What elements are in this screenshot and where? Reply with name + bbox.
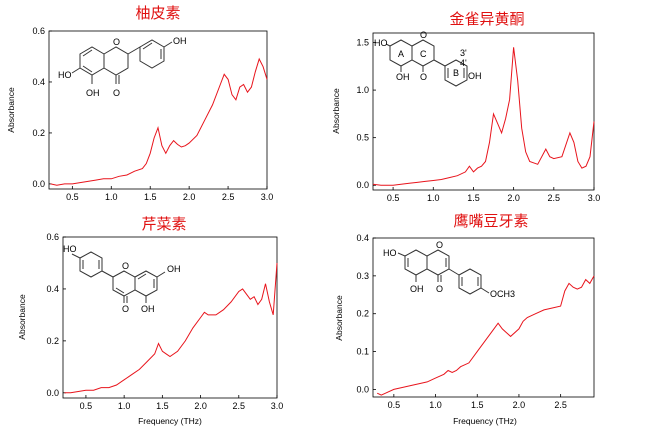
x-tick-label: 2.0 xyxy=(194,401,207,411)
mol-label-ring-b: B xyxy=(453,68,459,78)
x-tick-label: 0.5 xyxy=(66,192,79,202)
mol-label-och3: OCH3 xyxy=(490,289,515,299)
apigenin-structure-image xyxy=(71,251,166,303)
plot-frame xyxy=(372,32,595,191)
x-tick-label: 1.0 xyxy=(105,192,118,202)
plot-frame xyxy=(48,30,268,190)
y-tick-label: 0.2 xyxy=(32,128,45,138)
x-tick-label: 0.5 xyxy=(388,400,401,410)
panel-title-naringenin: 柚皮素 xyxy=(135,4,180,22)
panel-title-apigenin: 芹菜素 xyxy=(141,215,186,233)
x-tick-label: 0.5 xyxy=(387,193,400,203)
y-tick-label: 0.2 xyxy=(356,309,369,319)
mol-label-keto-o: O xyxy=(420,72,427,82)
y-tick-label: 0.0 xyxy=(32,179,45,189)
mol-label-ring-o: O xyxy=(113,37,120,47)
y-tick-label: 0.1 xyxy=(356,347,369,357)
x-tick-label: 3.0 xyxy=(261,192,274,202)
series-line xyxy=(376,275,595,396)
mol-label-5oh: OH xyxy=(410,284,424,294)
x-tick-label: 1.0 xyxy=(429,400,442,410)
mol-label-keto-o: O xyxy=(436,284,443,294)
series-line xyxy=(64,262,278,394)
x-axis-label: Frequency (THz) xyxy=(453,416,517,426)
y-tick-label: 0.4 xyxy=(32,77,45,87)
mol-label-ring-c: C xyxy=(420,49,427,59)
x-tick-label: 2.0 xyxy=(507,193,520,203)
mol-label-ho: HO xyxy=(374,38,388,48)
biochanin-a-structure-image xyxy=(397,249,490,295)
apigenin-structure-labels: HO O OH OH O xyxy=(63,244,181,314)
mol-label-4ho: HO xyxy=(63,244,77,254)
x-axis-label: Frequency (THz) xyxy=(138,416,202,426)
panel-title-biochanin-a: 鹰嘴豆牙素 xyxy=(453,212,528,230)
panel-title-genistein: 金雀异黄酮 xyxy=(449,10,524,28)
panel-genistein: 金雀异黄酮 Absorbance 0.5 1.0 1.5 2.0 2.5 3.0 0.0 0.… xyxy=(331,10,600,203)
mol-label-ring-o: O xyxy=(122,261,129,271)
y-tick-label: 0.0 xyxy=(356,384,369,394)
mol-label-7ho: HO xyxy=(383,248,397,258)
panel-apigenin: 芹菜素 Absorbance Frequency (THz) 0.5 1.0 1.5… xyxy=(17,215,283,426)
x-tick-label: 1.5 xyxy=(467,193,480,203)
mol-label-ring-o: O xyxy=(436,240,443,250)
y-tick-label: 0.4 xyxy=(356,233,369,243)
y-axis-label: Absorbance xyxy=(331,88,341,134)
y-tick-label: 0.6 xyxy=(46,232,59,242)
x-tick-label: 2.5 xyxy=(222,192,235,202)
y-axis-label: Absorbance xyxy=(17,294,27,340)
x-tick-label: 1.0 xyxy=(427,193,440,203)
naringenin-structure-image xyxy=(71,39,173,84)
x-tick-label: 0.5 xyxy=(80,401,93,411)
mol-label-5oh: OH xyxy=(86,88,100,98)
genistein-structure-image xyxy=(385,39,468,87)
biochanin-a-structure-labels: HO O OH O OCH3 xyxy=(383,240,515,299)
series-line xyxy=(50,57,268,186)
x-tick-label: 1.5 xyxy=(471,400,484,410)
x-tick-label: 1.5 xyxy=(156,401,169,411)
genistein-structure-labels: HO O A C OH O B 3' 4' OH xyxy=(374,30,482,82)
y-tick-label: 0.4 xyxy=(46,284,59,294)
y-tick-label: 0.0 xyxy=(46,388,59,398)
plot-frame xyxy=(62,236,278,399)
mol-label-7ho: HO xyxy=(58,70,72,80)
mol-label-ring-a: A xyxy=(398,49,404,59)
panel-naringenin: 柚皮素 Absorbance 0.5 1.0 1.5 2.0 2.5 3.0 0.0 0.2 0… xyxy=(6,4,273,202)
mol-label-keto-o: O xyxy=(113,88,120,98)
y-tick-label: 0.2 xyxy=(46,336,59,346)
x-tick-label: 1.0 xyxy=(118,401,131,411)
y-axis-label: Absorbance xyxy=(334,295,344,341)
x-tick-label: 2.5 xyxy=(554,400,567,410)
mol-label-keto-o: O xyxy=(122,304,129,314)
mol-label-4oh: OH xyxy=(173,36,187,46)
mol-label-4oh: OH xyxy=(468,71,482,81)
x-tick-label: 2.0 xyxy=(513,400,526,410)
y-axis-label: Absorbance xyxy=(6,87,16,133)
y-tick-label: 1.0 xyxy=(356,85,369,95)
x-tick-label: 2.5 xyxy=(548,193,561,203)
x-tick-label: 3.0 xyxy=(271,401,284,411)
x-tick-label: 2.0 xyxy=(183,192,196,202)
plot-frame xyxy=(372,237,595,398)
y-tick-label: 0.5 xyxy=(356,133,369,143)
mol-label-ring-o: O xyxy=(420,30,427,40)
mol-label-5oh: OH xyxy=(396,72,410,82)
panel-biochanin-a: 鹰嘴豆牙素 Absorbance Frequency (THz) 0.5 1.0 1… xyxy=(334,212,595,426)
y-tick-label: 0.3 xyxy=(356,271,369,281)
mol-label-7oh: OH xyxy=(167,264,181,274)
x-tick-label: 1.5 xyxy=(144,192,157,202)
mol-label-4prime: 4' xyxy=(460,58,467,68)
naringenin-structure-labels: OH HO O OH O xyxy=(58,36,187,98)
series-line xyxy=(372,47,595,186)
mol-label-5oh: OH xyxy=(141,304,155,314)
y-tick-label: 0.0 xyxy=(356,180,369,190)
mol-label-3prime: 3' xyxy=(460,48,467,58)
x-tick-label: 2.5 xyxy=(233,401,246,411)
y-tick-label: 0.6 xyxy=(32,26,45,36)
y-tick-label: 1.5 xyxy=(356,38,369,48)
x-tick-label: 3.0 xyxy=(588,193,601,203)
